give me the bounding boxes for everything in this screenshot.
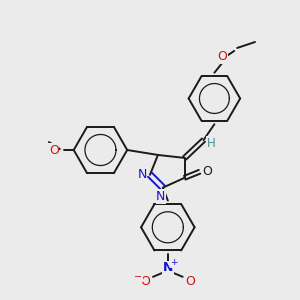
- Text: N: N: [137, 168, 147, 181]
- Text: N: N: [156, 190, 166, 203]
- Text: O: O: [186, 275, 196, 288]
- Text: O: O: [140, 275, 150, 288]
- Text: N: N: [163, 261, 173, 274]
- Text: H: H: [207, 136, 216, 150]
- Text: O: O: [202, 165, 212, 178]
- Text: O: O: [218, 50, 227, 63]
- Text: −: −: [134, 272, 142, 282]
- Text: +: +: [170, 258, 178, 267]
- Text: O: O: [49, 143, 59, 157]
